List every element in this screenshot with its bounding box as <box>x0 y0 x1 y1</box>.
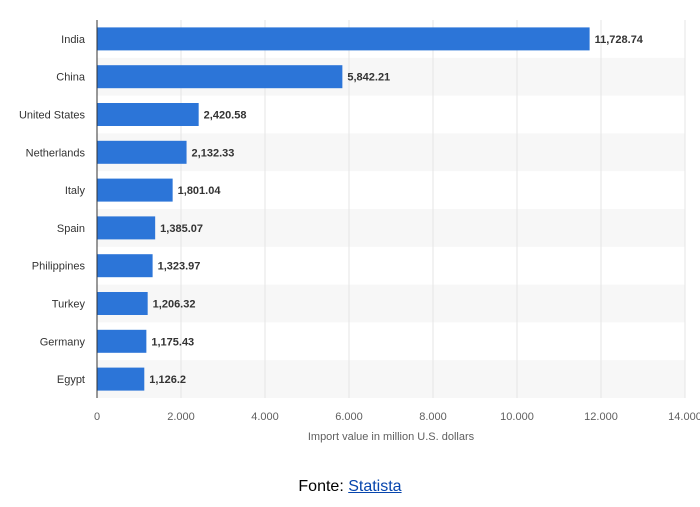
category-label: United States <box>19 110 86 122</box>
row-band <box>97 133 685 172</box>
x-tick-label: 10.000 <box>500 411 534 423</box>
source-link[interactable]: Statista <box>348 478 402 495</box>
category-label: Turkey <box>52 299 86 311</box>
x-tick-label: 0 <box>94 411 100 423</box>
bar <box>97 140 187 164</box>
bar <box>97 216 156 240</box>
category-label: Italy <box>65 185 86 197</box>
bar <box>97 65 343 89</box>
value-label: 1,206.32 <box>153 299 196 311</box>
bar <box>97 103 199 126</box>
x-tick-label: 12.000 <box>584 411 618 423</box>
x-tick-label: 2.000 <box>167 411 195 423</box>
x-axis-title: Import value in million U.S. dollars <box>308 431 475 443</box>
value-label: 1,801.04 <box>178 185 222 197</box>
value-label: 5,842.21 <box>347 72 390 84</box>
category-label: China <box>56 72 86 84</box>
category-label: Philippines <box>32 261 86 273</box>
bar <box>97 292 148 315</box>
value-label: 11,728.74 <box>595 34 644 46</box>
value-label: 2,132.33 <box>192 147 235 159</box>
category-label: Netherlands <box>26 147 86 159</box>
x-tick-label: 8.000 <box>419 411 447 423</box>
value-label: 1,385.07 <box>160 223 203 235</box>
row-bands <box>97 57 685 398</box>
category-labels: India China United States Netherlands Italy S… <box>19 34 86 386</box>
x-tick-label: 6.000 <box>335 411 363 423</box>
x-tick-labels: 0 2.000 4.000 6.000 8.000 10.000 12.000 14.000 <box>94 411 700 423</box>
bar <box>97 329 147 353</box>
source-prefix: Fonte: <box>298 478 349 495</box>
category-label: India <box>61 34 86 46</box>
bar <box>97 254 153 278</box>
bar <box>97 27 590 51</box>
row-band <box>97 284 685 323</box>
row-band <box>97 209 685 247</box>
category-label: Spain <box>57 223 85 235</box>
value-label: 1,323.97 <box>158 261 201 273</box>
bar-chart: India China United States Netherlands Italy S… <box>19 20 700 443</box>
category-label: Germany <box>40 336 86 348</box>
value-label: 1,175.43 <box>151 336 194 348</box>
value-label: 2,420.58 <box>204 110 247 122</box>
row-band <box>97 360 685 398</box>
bars <box>97 27 590 391</box>
x-tick-label: 14.000 <box>668 411 700 423</box>
bar <box>97 367 145 391</box>
value-labels: 11,728.74 5,842.21 2,420.58 2,132.33 1,801.0… <box>149 34 644 386</box>
bar <box>97 178 173 202</box>
category-label: Egypt <box>57 374 85 386</box>
value-label: 1,126.2 <box>149 374 186 386</box>
source-caption: Fonte: Statista <box>0 478 700 496</box>
x-tick-label: 4.000 <box>251 411 279 423</box>
